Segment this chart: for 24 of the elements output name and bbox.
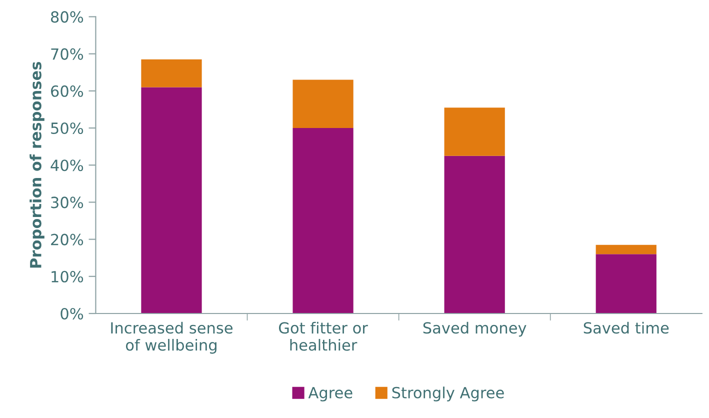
x-tick-label: Saved time bbox=[584, 322, 669, 334]
y-tick-label: 20% bbox=[51, 234, 84, 246]
bar bbox=[292, 128, 354, 314]
y-tick-label: 40% bbox=[50, 160, 84, 172]
bar bbox=[596, 254, 656, 314]
y-axis-title: Proportion of responses bbox=[30, 62, 44, 268]
bar bbox=[141, 87, 202, 314]
bar bbox=[444, 108, 505, 156]
y-tick-label: 50% bbox=[51, 122, 84, 134]
y-tick-label: 10% bbox=[52, 270, 84, 282]
bar bbox=[141, 59, 202, 88]
legend-label: Strongly Agree bbox=[392, 386, 504, 402]
bar bbox=[596, 244, 656, 254]
y-tick-label: 80% bbox=[50, 11, 84, 23]
x-tick-label: Got fitter or healthier bbox=[278, 322, 368, 351]
x-tick-label: Increased sense of wellbeing bbox=[111, 322, 232, 354]
y-tick-label: 60% bbox=[51, 85, 84, 97]
legend-label: Agree bbox=[308, 387, 352, 402]
y-tick-label: 30% bbox=[51, 196, 84, 208]
x-tick-label: Saved money bbox=[423, 322, 526, 337]
bar bbox=[444, 156, 505, 314]
y-tick-label: 70% bbox=[51, 48, 84, 60]
bar bbox=[292, 80, 354, 128]
y-tick-label: 0% bbox=[60, 308, 84, 320]
